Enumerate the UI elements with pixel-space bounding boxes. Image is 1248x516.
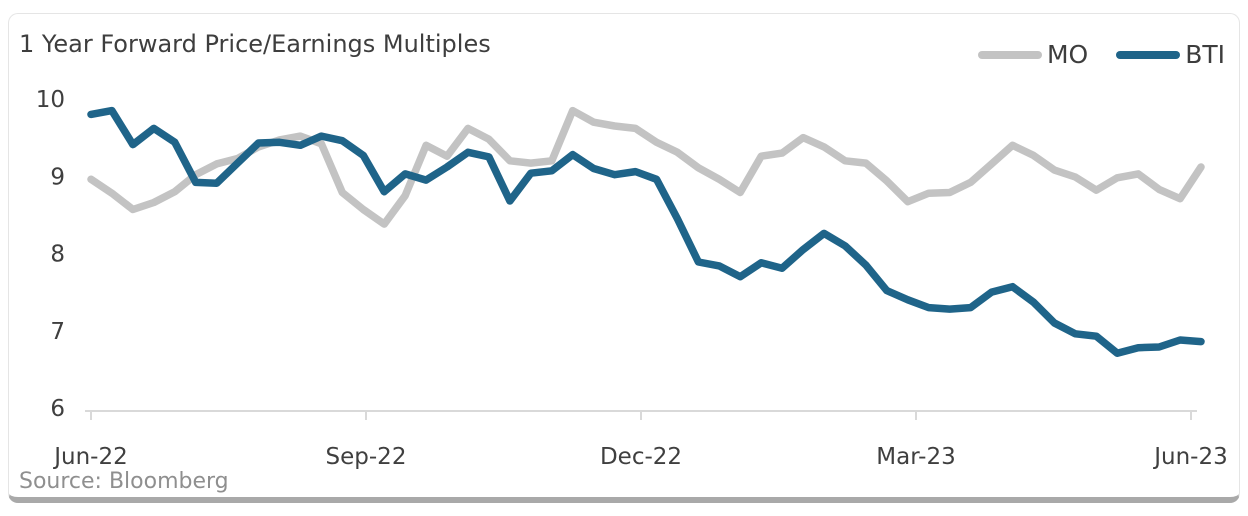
y-tick-label-6: 6 — [50, 396, 65, 422]
plot-area: Jun-22 Sep-22 Dec-22 Mar-23 Jun-23 10 9 8 7 6 — [9, 14, 1239, 497]
series-line-bti — [87, 106, 1205, 357]
x-tick-label-Jun-22: Jun-22 — [52, 444, 128, 470]
mo-line-swatch-icon — [977, 50, 1042, 59]
legend-item-mo: MO — [977, 40, 1089, 69]
series-line-mo — [87, 106, 1205, 228]
bti-line-swatch-icon — [1116, 50, 1181, 59]
chart-card: 1 Year Forward Price/Earnings Multiples … — [8, 13, 1240, 503]
x-tick-label-Jun-23: Jun-23 — [1152, 444, 1228, 470]
source-note: Source: Bloomberg — [19, 469, 229, 494]
y-tick-label-8: 8 — [50, 242, 65, 268]
x-tick-label-Mar-23: Mar-23 — [876, 444, 956, 470]
plot-svg: Jun-22 Sep-22 Dec-22 Mar-23 Jun-23 10 9 8 7 6 — [36, 87, 1228, 470]
x-tick-label-Dec-22: Dec-22 — [600, 444, 682, 470]
legend: MO BTI — [977, 40, 1225, 69]
legend-item-bti: BTI — [1116, 40, 1225, 69]
y-tick-label-9: 9 — [50, 164, 65, 190]
x-tick-label-Sep-22: Sep-22 — [326, 444, 407, 470]
chart-title: 1 Year Forward Price/Earnings Multiples — [19, 30, 491, 58]
y-tick-label-7: 7 — [50, 319, 65, 345]
y-tick-label-10: 10 — [36, 87, 65, 113]
legend-label-mo: MO — [1046, 40, 1089, 69]
legend-label-bti: BTI — [1185, 40, 1225, 69]
